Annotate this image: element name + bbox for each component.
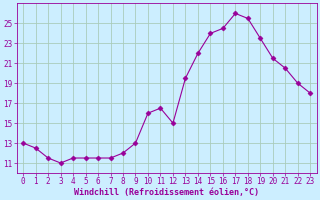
X-axis label: Windchill (Refroidissement éolien,°C): Windchill (Refroidissement éolien,°C) xyxy=(74,188,259,197)
